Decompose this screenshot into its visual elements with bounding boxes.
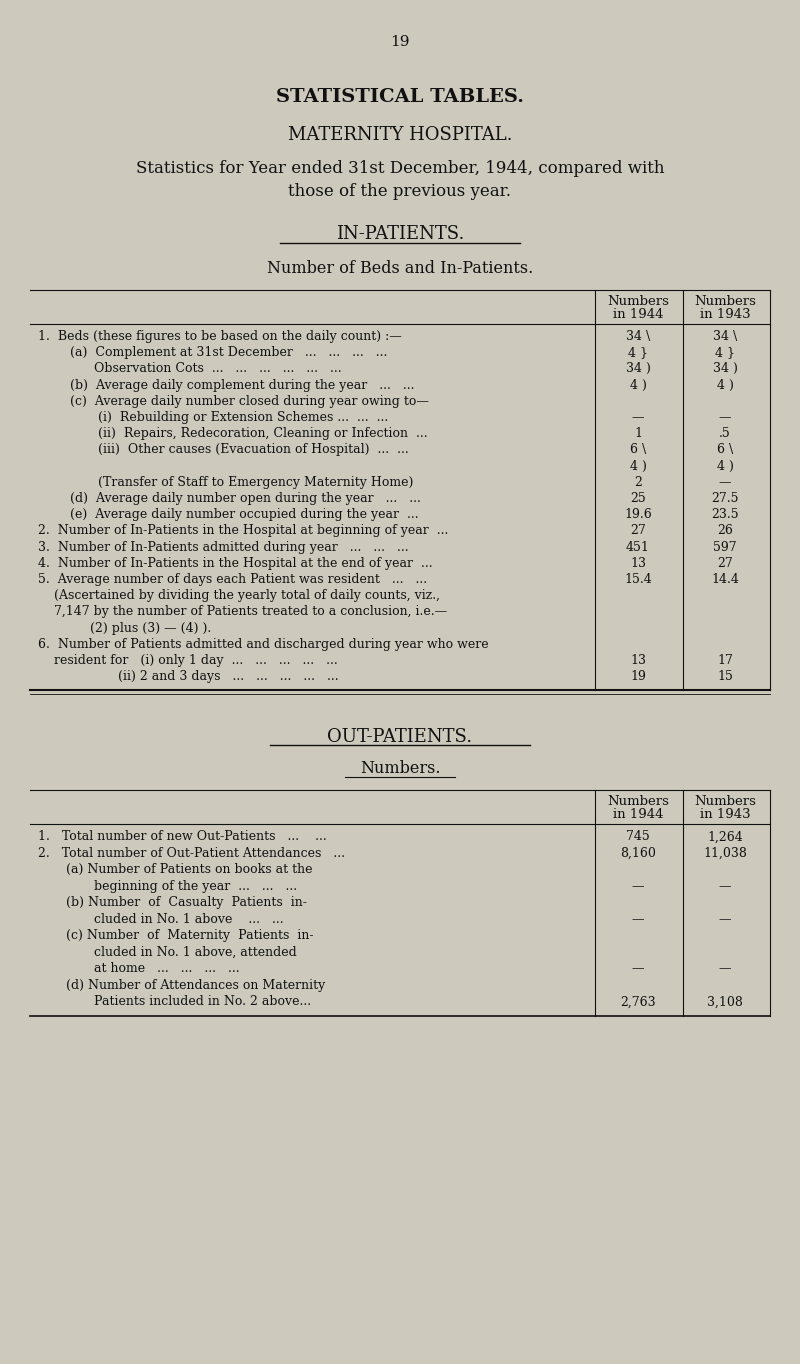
Text: (b)  Average daily complement during the year   ...   ...: (b) Average daily complement during the … bbox=[38, 379, 414, 391]
Text: .5: .5 bbox=[719, 427, 731, 441]
Text: 1.  Beds (these figures to be based on the daily count) :—: 1. Beds (these figures to be based on th… bbox=[38, 330, 402, 342]
Text: 26: 26 bbox=[717, 524, 733, 537]
Text: 13: 13 bbox=[630, 557, 646, 570]
Text: —: — bbox=[718, 411, 731, 424]
Text: 4 }: 4 } bbox=[715, 346, 735, 359]
Text: (a) Number of Patients on books at the: (a) Number of Patients on books at the bbox=[38, 863, 313, 877]
Text: 2: 2 bbox=[634, 476, 642, 488]
Text: Statistics for Year ended 31st December, 1944, compared with: Statistics for Year ended 31st December,… bbox=[136, 160, 664, 177]
Text: 17: 17 bbox=[717, 653, 733, 667]
Text: those of the previous year.: those of the previous year. bbox=[289, 183, 511, 201]
Text: in 1943: in 1943 bbox=[700, 809, 750, 821]
Text: Numbers.: Numbers. bbox=[360, 760, 440, 777]
Text: in 1944: in 1944 bbox=[613, 308, 663, 321]
Text: cluded in No. 1 above    ...   ...: cluded in No. 1 above ... ... bbox=[38, 913, 284, 926]
Text: 451: 451 bbox=[626, 540, 650, 554]
Text: 19.6: 19.6 bbox=[624, 509, 652, 521]
Text: (e)  Average daily number occupied during the year  ...: (e) Average daily number occupied during… bbox=[38, 509, 418, 521]
Text: STATISTICAL TABLES.: STATISTICAL TABLES. bbox=[276, 89, 524, 106]
Text: (Transfer of Staff to Emergency Maternity Home): (Transfer of Staff to Emergency Maternit… bbox=[38, 476, 414, 488]
Text: Numbers: Numbers bbox=[694, 795, 756, 809]
Text: (c) Number  of  Maternity  Patients  in-: (c) Number of Maternity Patients in- bbox=[38, 929, 314, 943]
Text: OUT-PATIENTS.: OUT-PATIENTS. bbox=[327, 728, 473, 746]
Text: 4 }: 4 } bbox=[628, 346, 648, 359]
Text: 27.5: 27.5 bbox=[711, 492, 738, 505]
Text: 4 ): 4 ) bbox=[630, 379, 646, 391]
Text: 34 ): 34 ) bbox=[626, 363, 650, 375]
Text: at home   ...   ...   ...   ...: at home ... ... ... ... bbox=[38, 963, 240, 975]
Text: 1,264: 1,264 bbox=[707, 831, 743, 843]
Text: cluded in No. 1 above, attended: cluded in No. 1 above, attended bbox=[38, 945, 297, 959]
Text: 23.5: 23.5 bbox=[711, 509, 739, 521]
Text: in 1944: in 1944 bbox=[613, 809, 663, 821]
Text: MATERNITY HOSPITAL.: MATERNITY HOSPITAL. bbox=[288, 125, 512, 145]
Text: 2.  Number of In-Patients in the Hospital at beginning of year  ...: 2. Number of In-Patients in the Hospital… bbox=[38, 524, 448, 537]
Text: —: — bbox=[718, 963, 731, 975]
Text: 27: 27 bbox=[630, 524, 646, 537]
Text: resident for   (i) only 1 day  ...   ...   ...   ...   ...: resident for (i) only 1 day ... ... ... … bbox=[38, 653, 338, 667]
Text: Numbers: Numbers bbox=[694, 295, 756, 308]
Text: (d)  Average daily number open during the year   ...   ...: (d) Average daily number open during the… bbox=[38, 492, 421, 505]
Text: 1: 1 bbox=[634, 427, 642, 441]
Text: 13: 13 bbox=[630, 653, 646, 667]
Text: 2,763: 2,763 bbox=[620, 996, 656, 1008]
Text: 34 ): 34 ) bbox=[713, 363, 738, 375]
Text: Numbers: Numbers bbox=[607, 295, 669, 308]
Text: —: — bbox=[718, 880, 731, 893]
Text: —: — bbox=[718, 476, 731, 488]
Text: —: — bbox=[632, 963, 644, 975]
Text: (Ascertained by dividing the yearly total of daily counts, viz.,: (Ascertained by dividing the yearly tota… bbox=[38, 589, 440, 602]
Text: 8,160: 8,160 bbox=[620, 847, 656, 859]
Text: 15.4: 15.4 bbox=[624, 573, 652, 587]
Text: 11,038: 11,038 bbox=[703, 847, 747, 859]
Text: 5.  Average number of days each Patient was resident   ...   ...: 5. Average number of days each Patient w… bbox=[38, 573, 427, 587]
Text: 3,108: 3,108 bbox=[707, 996, 743, 1008]
Text: 25: 25 bbox=[630, 492, 646, 505]
Text: 4 ): 4 ) bbox=[630, 460, 646, 472]
Text: (iii)  Other causes (Evacuation of Hospital)  ...  ...: (iii) Other causes (Evacuation of Hospit… bbox=[38, 443, 409, 457]
Text: 15: 15 bbox=[717, 670, 733, 683]
Text: 1.   Total number of new Out-Patients   ...    ...: 1. Total number of new Out-Patients ... … bbox=[38, 831, 326, 843]
Text: 34 \: 34 \ bbox=[713, 330, 737, 342]
Text: (b) Number  of  Casualty  Patients  in-: (b) Number of Casualty Patients in- bbox=[38, 896, 307, 910]
Text: Numbers: Numbers bbox=[607, 795, 669, 809]
Text: IN-PATIENTS.: IN-PATIENTS. bbox=[336, 225, 464, 243]
Text: 7,147 by the number of Patients treated to a conclusion, i.e.—: 7,147 by the number of Patients treated … bbox=[38, 606, 447, 618]
Text: (2) plus (3) — (4) ).: (2) plus (3) — (4) ). bbox=[38, 622, 211, 634]
Text: 27: 27 bbox=[717, 557, 733, 570]
Text: 6 \: 6 \ bbox=[717, 443, 733, 457]
Text: 3.  Number of In-Patients admitted during year   ...   ...   ...: 3. Number of In-Patients admitted during… bbox=[38, 540, 409, 554]
Text: Number of Beds and In-Patients.: Number of Beds and In-Patients. bbox=[267, 261, 533, 277]
Text: 6 \: 6 \ bbox=[630, 443, 646, 457]
Text: (ii)  Repairs, Redecoration, Cleaning or Infection  ...: (ii) Repairs, Redecoration, Cleaning or … bbox=[38, 427, 428, 441]
Text: Patients included in No. 2 above...: Patients included in No. 2 above... bbox=[38, 996, 311, 1008]
Text: 34 \: 34 \ bbox=[626, 330, 650, 342]
Text: in 1943: in 1943 bbox=[700, 308, 750, 321]
Text: (ii) 2 and 3 days   ...   ...   ...   ...   ...: (ii) 2 and 3 days ... ... ... ... ... bbox=[38, 670, 338, 683]
Text: (c)  Average daily number closed during year owing to—: (c) Average daily number closed during y… bbox=[38, 394, 429, 408]
Text: 14.4: 14.4 bbox=[711, 573, 739, 587]
Text: 6.  Number of Patients admitted and discharged during year who were: 6. Number of Patients admitted and disch… bbox=[38, 638, 489, 651]
Text: 597: 597 bbox=[713, 540, 737, 554]
Text: —: — bbox=[632, 411, 644, 424]
Text: (a)  Complement at 31st December   ...   ...   ...   ...: (a) Complement at 31st December ... ... … bbox=[38, 346, 387, 359]
Text: —: — bbox=[718, 913, 731, 926]
Text: 19: 19 bbox=[390, 35, 410, 49]
Text: (d) Number of Attendances on Maternity: (d) Number of Attendances on Maternity bbox=[38, 979, 326, 992]
Text: 4 ): 4 ) bbox=[717, 460, 734, 472]
Text: —: — bbox=[632, 913, 644, 926]
Text: 2.   Total number of Out-Patient Attendances   ...: 2. Total number of Out-Patient Attendanc… bbox=[38, 847, 345, 859]
Text: 4 ): 4 ) bbox=[717, 379, 734, 391]
Text: beginning of the year  ...   ...   ...: beginning of the year ... ... ... bbox=[38, 880, 297, 893]
Text: Observation Cots  ...   ...   ...   ...   ...   ...: Observation Cots ... ... ... ... ... ... bbox=[38, 363, 342, 375]
Text: —: — bbox=[632, 880, 644, 893]
Text: 19: 19 bbox=[630, 670, 646, 683]
Text: (i)  Rebuilding or Extension Schemes ...  ...  ...: (i) Rebuilding or Extension Schemes ... … bbox=[38, 411, 388, 424]
Text: 745: 745 bbox=[626, 831, 650, 843]
Text: 4.  Number of In-Patients in the Hospital at the end of year  ...: 4. Number of In-Patients in the Hospital… bbox=[38, 557, 433, 570]
